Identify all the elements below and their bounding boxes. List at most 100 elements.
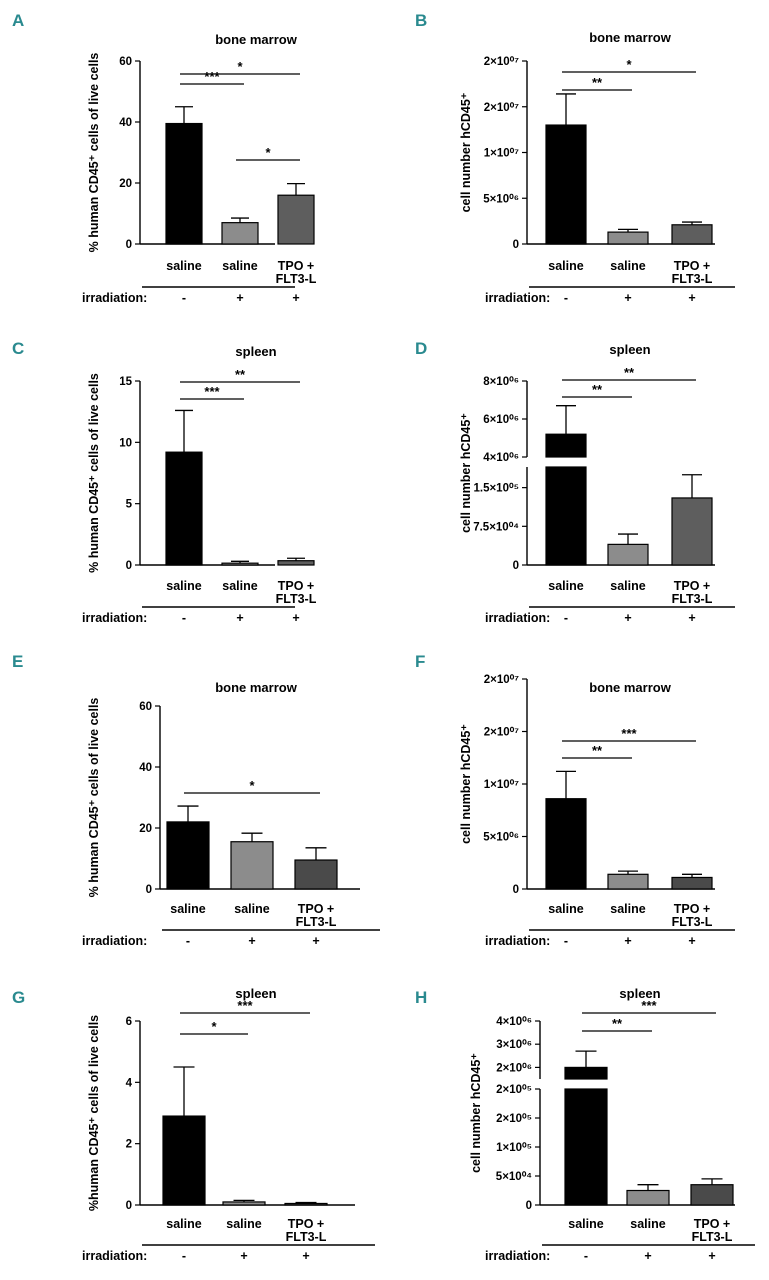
- bar: [607, 231, 649, 245]
- panel-label: A: [12, 11, 24, 30]
- y-tick-label: 5: [126, 499, 133, 511]
- x-tick-label-line: saline: [548, 902, 583, 916]
- y-tick-label: 10: [119, 437, 132, 449]
- irradiation-mark: +: [624, 611, 631, 625]
- irradiation-mark: +: [624, 934, 631, 948]
- x-tick-label-line: saline: [548, 259, 583, 273]
- bar: [165, 122, 203, 245]
- bar: [564, 1066, 608, 1080]
- significance-label: *: [265, 145, 271, 160]
- panel-title: bone marrow: [589, 30, 672, 45]
- x-tick-label: saline: [548, 259, 583, 273]
- bar: [221, 222, 259, 245]
- x-tick-label: TPO + FLT3-L: [672, 259, 713, 286]
- x-tick-label-line: saline: [222, 259, 257, 273]
- irradiation-mark: +: [644, 1249, 651, 1263]
- irradiation-label: irradiation:: [82, 1249, 147, 1263]
- x-tick-label-line: saline: [568, 1217, 603, 1231]
- x-tick-label-line: FLT3-L: [672, 272, 713, 286]
- x-tick-label: saline: [166, 1217, 201, 1231]
- significance-label: ***: [204, 384, 220, 399]
- x-tick-label: TPO + FLT3-L: [672, 902, 713, 929]
- bar: [607, 873, 649, 890]
- y-tick-label: 2×10⁰⁵: [496, 1083, 532, 1096]
- panel-title: bone marrow: [589, 680, 672, 695]
- x-tick-label: saline: [610, 579, 645, 593]
- panel-title: bone marrow: [215, 680, 298, 695]
- irradiation-mark: +: [688, 291, 695, 305]
- y-axis-label: cell number hCD45⁺: [459, 724, 473, 844]
- irradiation-label: irradiation:: [485, 611, 550, 625]
- bar: [230, 841, 274, 890]
- y-tick-label: 2: [126, 1139, 132, 1151]
- bar: [690, 1184, 734, 1206]
- y-tick-label: 15: [119, 376, 132, 388]
- significance-label: *: [211, 1019, 217, 1034]
- x-tick-label: saline: [222, 259, 257, 273]
- irradiation-label: irradiation:: [485, 291, 550, 305]
- y-tick-label: 0: [513, 560, 519, 572]
- irradiation-mark: +: [312, 934, 319, 948]
- y-tick-label: 60: [139, 701, 152, 713]
- y-tick-label: 1×10⁰⁷: [484, 147, 520, 160]
- irradiation-mark: +: [292, 291, 299, 305]
- x-tick-label-line: FLT3-L: [672, 592, 713, 606]
- irradiation-mark: +: [240, 1249, 247, 1263]
- panel-title: bone marrow: [215, 32, 298, 47]
- bar: [671, 876, 713, 890]
- x-tick-label: saline: [166, 259, 201, 273]
- bar: [545, 433, 587, 458]
- x-tick-label-line: saline: [610, 902, 645, 916]
- panel-label: E: [12, 652, 23, 671]
- x-tick-label-line: saline: [226, 1217, 261, 1231]
- x-tick-label-line: saline: [222, 579, 257, 593]
- x-tick-label-line: TPO +: [674, 902, 710, 916]
- bar: [277, 560, 315, 566]
- x-tick-label: TPO + FLT3-L: [672, 579, 713, 606]
- significance-label: **: [592, 382, 603, 397]
- bar: [165, 451, 203, 566]
- y-tick-label: 0: [513, 884, 519, 896]
- significance-label: **: [235, 367, 246, 382]
- x-tick-label: saline: [610, 259, 645, 273]
- significance-label: ***: [237, 998, 253, 1013]
- x-tick-label: TPO + FLT3-L: [276, 579, 317, 606]
- irradiation-label: irradiation:: [82, 934, 147, 948]
- x-tick-label: saline: [548, 579, 583, 593]
- bar: [626, 1189, 670, 1206]
- y-tick-label: 1×10⁰⁵: [496, 1141, 532, 1154]
- x-tick-label-line: saline: [166, 259, 201, 273]
- x-tick-label: saline: [548, 902, 583, 916]
- y-tick-label: 40: [139, 762, 152, 774]
- bar: [222, 1201, 266, 1206]
- x-tick-label-line: saline: [234, 902, 269, 916]
- y-tick-label: 2×10⁰⁷: [484, 55, 520, 68]
- panel-title: spleen: [235, 344, 276, 359]
- x-tick-label: saline: [170, 902, 205, 916]
- x-tick-label-line: saline: [548, 579, 583, 593]
- y-tick-label: 0: [146, 884, 152, 896]
- irradiation-mark: -: [186, 934, 190, 948]
- irradiation-mark: +: [708, 1249, 715, 1263]
- y-tick-label: 0: [126, 560, 132, 572]
- panel-title: spleen: [235, 986, 276, 1001]
- y-axis-label: % human CD45⁺ cells of live cells: [87, 53, 101, 253]
- bar: [162, 1115, 206, 1206]
- x-tick-label: TPO + FLT3-L: [276, 259, 317, 286]
- irradiation-label: irradiation:: [82, 611, 147, 625]
- irradiation-label: irradiation:: [82, 291, 147, 305]
- y-tick-label: 0: [513, 239, 519, 251]
- x-tick-label: saline: [222, 579, 257, 593]
- x-tick-label: saline: [234, 902, 269, 916]
- significance-label: **: [624, 365, 635, 380]
- x-tick-label: saline: [166, 579, 201, 593]
- x-tick-label: saline: [630, 1217, 665, 1231]
- y-axis-label: cell number hCD45⁺: [459, 92, 473, 212]
- x-tick-label-line: TPO +: [694, 1217, 730, 1231]
- x-tick-label: TPO + FLT3-L: [286, 1217, 327, 1244]
- bar: [545, 466, 587, 566]
- y-tick-label: 2×10⁰⁶: [496, 1061, 532, 1074]
- y-tick-label: 40: [119, 117, 132, 129]
- bar: [166, 821, 210, 890]
- irradiation-mark: -: [564, 291, 568, 305]
